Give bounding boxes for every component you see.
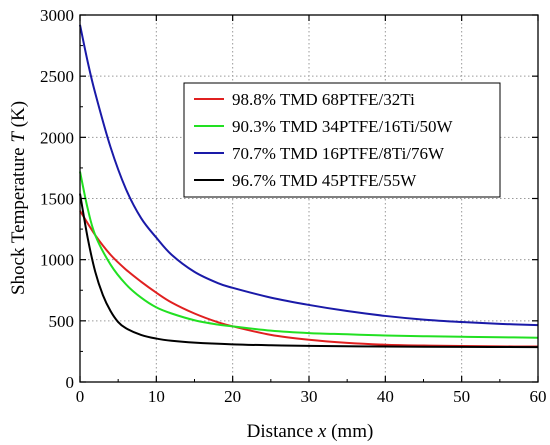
y-tick-label: 1500 — [40, 190, 74, 209]
plot-frame — [79, 14, 539, 383]
x-tick-label: 30 — [301, 387, 318, 406]
series-line-4 — [79, 193, 539, 349]
series-line-1 — [79, 210, 539, 348]
legend-box — [183, 82, 501, 198]
y-tick-label: 3000 — [40, 6, 74, 25]
x-tick-label: 50 — [453, 387, 470, 406]
y-tick-label: 500 — [49, 312, 75, 331]
grid-lines — [80, 15, 538, 382]
series-line-2 — [79, 171, 539, 339]
y-tick-label: 0 — [66, 373, 75, 392]
x-tick-label: 60 — [530, 387, 547, 406]
x-tick-label: 40 — [377, 387, 394, 406]
axis-ticks: 0 10 20 30 40 50 60 0 500 1000 1500 2000 2500 3000 — [40, 6, 547, 406]
legend-label: 90.3% TMD 34PTFE/16Ti/50W — [232, 117, 454, 136]
series-line-3 — [79, 24, 539, 327]
legend-label: 98.8% TMD 68PTFE/32Ti — [232, 90, 415, 109]
series-layer — [79, 24, 539, 349]
x-tick-label: 10 — [148, 387, 165, 406]
legend-label: 70.7% TMD 16PTFE/8Ti/76W — [232, 144, 445, 163]
legend: 98.8% TMD 68PTFE/32Ti 90.3% TMD 34PTFE/16… — [183, 82, 501, 198]
legend-label: 96.7% TMD 45PTFE/55W — [232, 171, 417, 190]
y-tick-label: 1000 — [40, 251, 74, 270]
y-tick-label: 2500 — [40, 67, 74, 86]
x-tick-label: 20 — [224, 387, 241, 406]
y-tick-label: 2000 — [40, 128, 74, 147]
x-axis-title: Distance x (mm) — [247, 421, 374, 442]
x-tick-label: 0 — [76, 387, 85, 406]
y-axis-title: Shock Temperature T (K) — [8, 101, 29, 295]
